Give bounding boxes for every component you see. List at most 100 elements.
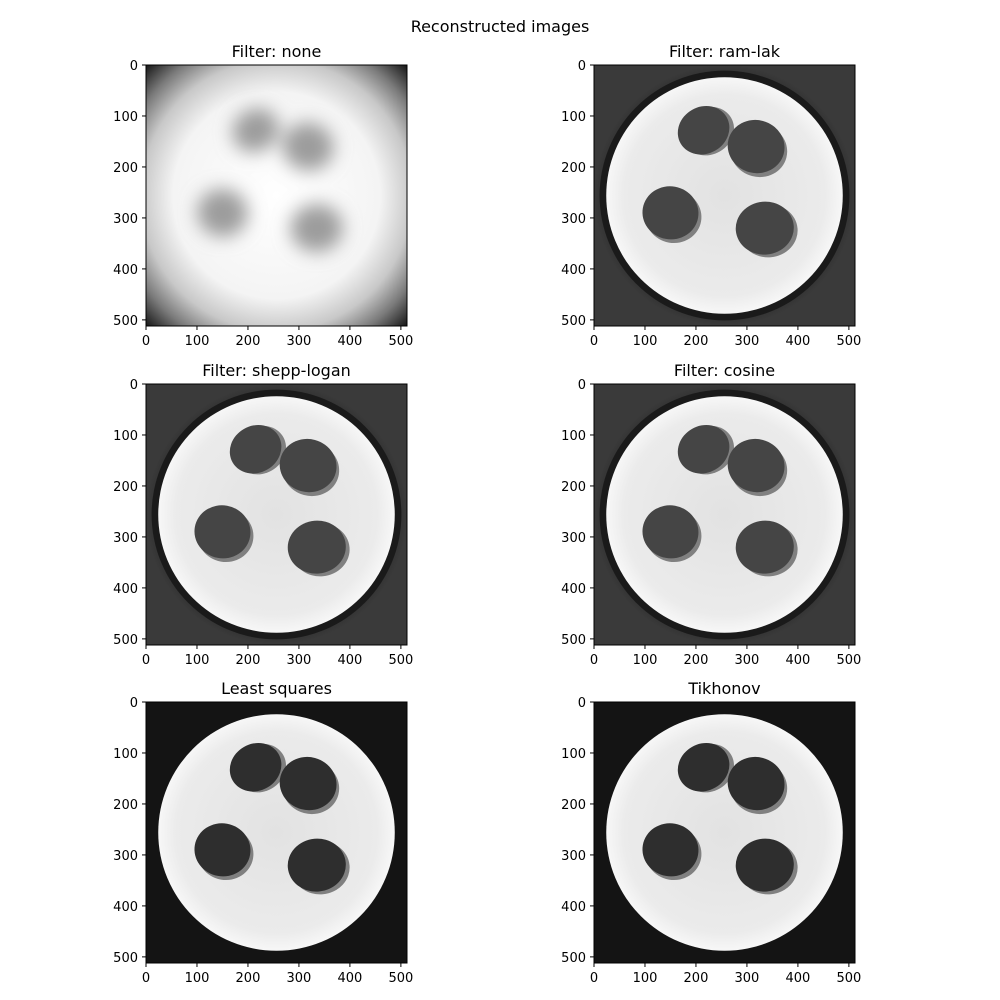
y-tick-label: 400: [561, 263, 586, 278]
reconstruction-image: [594, 65, 855, 326]
insert-3: [197, 188, 248, 237]
y-tick-label: 500: [561, 314, 586, 329]
x-tick-label: 0: [590, 334, 598, 349]
insert-2: [279, 438, 337, 493]
insert-3: [194, 823, 251, 877]
subplot-title: Filter: none: [232, 42, 322, 61]
x-tick-label: 100: [633, 334, 658, 349]
insert-1: [229, 424, 282, 474]
insert-1: [232, 108, 279, 153]
x-tick-label: 200: [684, 334, 709, 349]
x-tick-label: 0: [142, 971, 150, 986]
phantom-disk: [606, 77, 843, 314]
x-tick-label: 300: [735, 334, 760, 349]
y-tick-label: 0: [578, 59, 586, 74]
reconstruction-image: [146, 384, 407, 645]
y-tick-label: 300: [561, 849, 586, 864]
x-tick-label: 400: [337, 334, 362, 349]
reconstruction-image: [146, 65, 407, 326]
x-tick-label: 300: [287, 334, 312, 349]
axes-frame: [145, 383, 408, 646]
insert-3: [642, 823, 699, 877]
x-tick-label: 100: [185, 971, 210, 986]
phantom-disk: [158, 396, 395, 633]
image-background: [146, 65, 407, 326]
axes-frame: [145, 64, 408, 327]
x-tick-label: 300: [287, 653, 312, 668]
insert-2: [727, 119, 785, 174]
x-tick-label: 300: [735, 653, 760, 668]
y-tick-label: 100: [113, 110, 138, 125]
blurred-inserts: [197, 108, 343, 253]
subplot-2: Filter: ram-lak 0 100 200 300 400 500 0 100 200 30…: [561, 42, 861, 349]
y-tick-label: 100: [113, 429, 138, 444]
x-tick-label: 200: [236, 653, 261, 668]
insert-2: [727, 756, 785, 811]
x-tick-label: 500: [836, 334, 861, 349]
insert-2: [282, 122, 334, 171]
insert-4: [290, 204, 343, 253]
x-tick-label: 400: [785, 653, 810, 668]
insert-3: [642, 186, 699, 240]
x-tick-label: 200: [236, 334, 261, 349]
insert-1: [229, 742, 282, 792]
y-tick-label: 0: [130, 378, 138, 393]
y-tick-label: 500: [561, 951, 586, 966]
y-tick-label: 400: [113, 582, 138, 597]
y-tick-label: 100: [561, 429, 586, 444]
x-tick-label: 0: [590, 653, 598, 668]
x-tick-label: 300: [735, 971, 760, 986]
y-tick-label: 100: [561, 110, 586, 125]
x-tick-label: 0: [142, 334, 150, 349]
x-tick-label: 500: [388, 653, 413, 668]
y-tick-label: 400: [113, 263, 138, 278]
y-tick-label: 500: [561, 633, 586, 648]
insert-1: [677, 105, 730, 155]
axes-frame: [593, 701, 856, 964]
insert-3: [194, 505, 251, 559]
y-tick-label: 400: [561, 900, 586, 915]
x-tick-label: 200: [684, 653, 709, 668]
y-tick-label: 0: [578, 378, 586, 393]
y-tick-label: 400: [113, 900, 138, 915]
axes-frame: [145, 701, 408, 964]
y-tick-label: 500: [113, 951, 138, 966]
subplot-title: Least squares: [221, 679, 332, 698]
x-tick-label: 500: [388, 971, 413, 986]
reconstruction-image: [146, 702, 407, 963]
y-tick-label: 300: [113, 531, 138, 546]
x-tick-label: 300: [287, 971, 312, 986]
x-tick-label: 400: [337, 971, 362, 986]
y-tick-label: 100: [561, 747, 586, 762]
x-tick-label: 200: [684, 971, 709, 986]
x-tick-label: 400: [337, 653, 362, 668]
phantom-disk: [606, 396, 843, 633]
y-tick-label: 0: [130, 59, 138, 74]
subplot-5: Least squares 0 100 200 300 400 500 0 100 200 300 4…: [113, 679, 413, 986]
y-tick-label: 400: [561, 582, 586, 597]
subplot-title: Filter: cosine: [674, 361, 775, 380]
y-tick-label: 300: [113, 212, 138, 227]
insert-4: [735, 520, 794, 574]
axes-frame: [593, 383, 856, 646]
insert-4: [287, 520, 346, 574]
insert-4: [735, 201, 794, 255]
x-tick-label: 0: [590, 971, 598, 986]
phantom-disk: [158, 714, 395, 951]
x-tick-label: 500: [388, 334, 413, 349]
subplot-title: Filter: ram-lak: [669, 42, 781, 61]
subplot-6: Tikhonov 0 100 200 300 400 500 0 100 200 300 400 500: [561, 679, 861, 986]
insert-3: [642, 505, 699, 559]
x-tick-label: 500: [836, 653, 861, 668]
insert-2: [279, 756, 337, 811]
y-tick-label: 200: [113, 161, 138, 176]
insert-2: [727, 438, 785, 493]
insert-1: [677, 424, 730, 474]
reconstruction-image: [594, 702, 855, 963]
x-tick-label: 400: [785, 971, 810, 986]
y-tick-label: 200: [561, 161, 586, 176]
y-tick-label: 300: [561, 212, 586, 227]
insert-4: [735, 838, 794, 892]
y-tick-label: 200: [113, 480, 138, 495]
